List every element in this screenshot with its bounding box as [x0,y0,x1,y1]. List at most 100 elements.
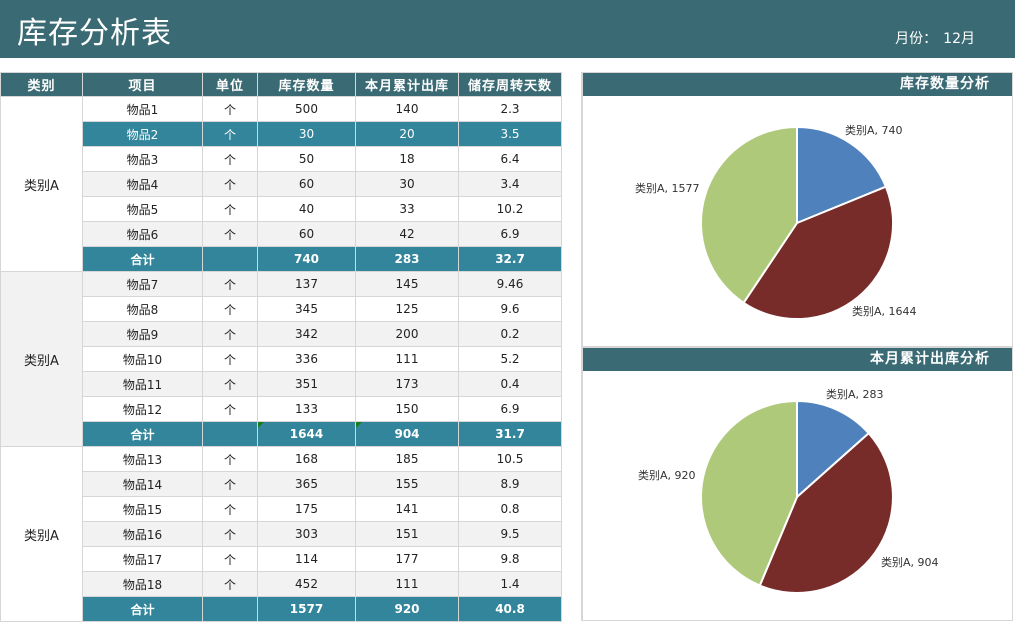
turnover-cell[interactable]: 10.5 [458,446,562,472]
outbound-cell[interactable]: 125 [355,296,459,322]
stock-cell[interactable]: 40 [257,196,356,222]
subtotal-turnover[interactable]: 31.7 [458,421,562,447]
stock-cell[interactable]: 114 [257,546,356,572]
subtotal-label[interactable]: 合计 [82,246,203,272]
turnover-cell[interactable]: 5.2 [458,346,562,372]
unit-cell[interactable]: 个 [202,446,258,472]
col-header-item[interactable]: 项目 [82,72,203,97]
subtotal-outbound[interactable]: 920 [355,596,459,622]
turnover-cell[interactable]: 9.8 [458,546,562,572]
stock-cell[interactable]: 60 [257,221,356,247]
turnover-cell[interactable]: 9.46 [458,271,562,297]
stock-cell[interactable]: 452 [257,571,356,597]
item-cell[interactable]: 物品9 [82,321,203,347]
turnover-cell[interactable]: 10.2 [458,196,562,222]
outbound-pie-chart[interactable]: 类别A, 283 类别A, 904 类别A, 920 [583,371,1012,621]
stock-cell[interactable]: 168 [257,446,356,472]
outbound-cell[interactable]: 141 [355,496,459,522]
unit-cell[interactable]: 个 [202,396,258,422]
item-cell[interactable]: 物品14 [82,471,203,497]
turnover-cell[interactable]: 6.9 [458,396,562,422]
item-cell[interactable]: 物品7 [82,271,203,297]
item-cell[interactable]: 物品15 [82,496,203,522]
stock-chart-panel[interactable]: 库存数量分析 类别A, 740 类别A, 1644 类别A, 1577 [582,72,1013,347]
unit-cell[interactable]: 个 [202,321,258,347]
item-cell[interactable]: 物品10 [82,346,203,372]
unit-cell[interactable]: 个 [202,221,258,247]
col-header-turnover[interactable]: 储存周转天数 [458,72,562,97]
turnover-cell[interactable]: 3.4 [458,171,562,197]
stock-cell[interactable]: 30 [257,121,356,147]
stock-cell[interactable]: 351 [257,371,356,397]
item-cell[interactable]: 物品11 [82,371,203,397]
stock-cell[interactable]: 336 [257,346,356,372]
item-cell[interactable]: 物品16 [82,521,203,547]
unit-cell[interactable]: 个 [202,96,258,122]
turnover-cell[interactable]: 9.6 [458,296,562,322]
item-cell[interactable]: 物品6 [82,221,203,247]
stock-cell[interactable]: 50 [257,146,356,172]
item-cell[interactable]: 物品1 [82,96,203,122]
item-cell[interactable]: 物品12 [82,396,203,422]
stock-cell[interactable]: 137 [257,271,356,297]
subtotal-stock[interactable]: 1644 [257,421,356,447]
unit-cell[interactable]: 个 [202,271,258,297]
unit-cell[interactable]: 个 [202,196,258,222]
item-cell[interactable]: 物品5 [82,196,203,222]
unit-cell[interactable]: 个 [202,471,258,497]
unit-cell[interactable]: 个 [202,346,258,372]
unit-cell[interactable]: 个 [202,546,258,572]
turnover-cell[interactable]: 8.9 [458,471,562,497]
outbound-cell[interactable]: 185 [355,446,459,472]
outbound-cell[interactable]: 155 [355,471,459,497]
category-cell[interactable]: 类别A [0,446,83,622]
subtotal-unit[interactable] [202,246,258,272]
outbound-cell[interactable]: 33 [355,196,459,222]
category-cell[interactable]: 类别A [0,271,83,447]
subtotal-stock[interactable]: 740 [257,246,356,272]
item-cell[interactable]: 物品3 [82,146,203,172]
unit-cell[interactable]: 个 [202,296,258,322]
turnover-cell[interactable]: 2.3 [458,96,562,122]
subtotal-turnover[interactable]: 32.7 [458,246,562,272]
item-cell[interactable]: 物品2 [82,121,203,147]
subtotal-unit[interactable] [202,421,258,447]
stock-pie-chart[interactable]: 类别A, 740 类别A, 1644 类别A, 1577 [583,96,1012,346]
outbound-cell[interactable]: 111 [355,346,459,372]
outbound-cell[interactable]: 173 [355,371,459,397]
unit-cell[interactable]: 个 [202,571,258,597]
col-header-outbound[interactable]: 本月累计出库 [355,72,459,97]
turnover-cell[interactable]: 1.4 [458,571,562,597]
unit-cell[interactable]: 个 [202,171,258,197]
item-cell[interactable]: 物品17 [82,546,203,572]
outbound-cell[interactable]: 111 [355,571,459,597]
unit-cell[interactable]: 个 [202,496,258,522]
turnover-cell[interactable]: 6.9 [458,221,562,247]
stock-cell[interactable]: 60 [257,171,356,197]
turnover-cell[interactable]: 6.4 [458,146,562,172]
stock-cell[interactable]: 365 [257,471,356,497]
unit-cell[interactable]: 个 [202,146,258,172]
turnover-cell[interactable]: 0.8 [458,496,562,522]
subtotal-label[interactable]: 合计 [82,596,203,622]
stock-cell[interactable]: 345 [257,296,356,322]
col-header-stock[interactable]: 库存数量 [257,72,356,97]
unit-cell[interactable]: 个 [202,521,258,547]
item-cell[interactable]: 物品8 [82,296,203,322]
outbound-cell[interactable]: 150 [355,396,459,422]
unit-cell[interactable]: 个 [202,121,258,147]
outbound-cell[interactable]: 177 [355,546,459,572]
turnover-cell[interactable]: 9.5 [458,521,562,547]
subtotal-outbound[interactable]: 283 [355,246,459,272]
stock-cell[interactable]: 500 [257,96,356,122]
outbound-cell[interactable]: 151 [355,521,459,547]
outbound-cell[interactable]: 42 [355,221,459,247]
item-cell[interactable]: 物品4 [82,171,203,197]
outbound-cell[interactable]: 145 [355,271,459,297]
turnover-cell[interactable]: 0.4 [458,371,562,397]
stock-cell[interactable]: 133 [257,396,356,422]
subtotal-label[interactable]: 合计 [82,421,203,447]
stock-cell[interactable]: 175 [257,496,356,522]
outbound-cell[interactable]: 140 [355,96,459,122]
turnover-cell[interactable]: 3.5 [458,121,562,147]
